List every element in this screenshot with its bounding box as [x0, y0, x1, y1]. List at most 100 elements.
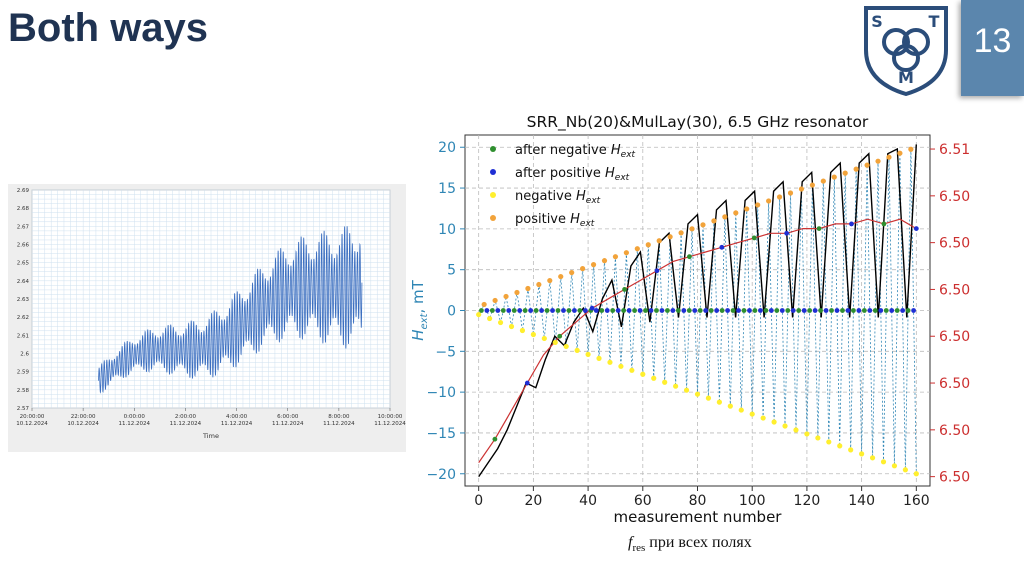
point-after-positive-zero: [747, 308, 752, 313]
point-negative: [848, 447, 854, 453]
point-negative: [815, 435, 821, 441]
point-after-positive-zero: [878, 308, 884, 313]
y-tick-label: 5: [447, 263, 456, 279]
point-positive: [580, 266, 586, 272]
point-after-negative-zero: [566, 308, 572, 313]
point-after-positive-zero: [681, 308, 687, 313]
point-after-positive-zero: [768, 308, 774, 313]
point-after-positive-zero: [736, 308, 741, 313]
point-after-negative-zero: [905, 308, 911, 313]
point-after-negative-zero: [851, 308, 856, 313]
x-tick-date: 11.12.2024: [323, 421, 355, 427]
point-fres-marker: [881, 221, 887, 227]
legend-marker-after-positive: [490, 169, 496, 175]
point-negative: [487, 315, 493, 322]
point-after-positive-zero: [506, 308, 512, 313]
y-tick-label: 2.61: [17, 333, 29, 339]
point-negative: [673, 383, 679, 389]
point-positive: [886, 154, 892, 160]
point-negative: [826, 439, 832, 445]
x-axis-label: Time: [202, 432, 219, 440]
point-after-negative-zero: [533, 308, 539, 313]
point-after-negative-zero: [599, 308, 605, 313]
point-after-positive-zero: [812, 308, 818, 313]
slide-title: Both ways: [8, 6, 209, 50]
x-tick-date: 11.12.2024: [374, 421, 406, 427]
point-negative: [552, 339, 558, 346]
point-positive: [503, 293, 509, 300]
point-negative: [629, 367, 635, 373]
point-after-positive-zero: [670, 308, 676, 313]
y-tick-label: 2.67: [17, 224, 30, 230]
y-axis-label: Hext, mT: [409, 279, 430, 340]
y-tick-label: −5: [435, 344, 456, 360]
point-after-positive-zero: [484, 308, 490, 313]
y-tick-label: 2.63: [17, 297, 30, 303]
point-positive: [547, 277, 553, 284]
x-tick-time: 0:00:00: [124, 414, 146, 420]
logo-letter-s: S: [871, 12, 883, 31]
y2-tick-label: 6.508: [939, 236, 970, 252]
x-tick-date: 11.12.2024: [119, 421, 151, 427]
x-tick-time: 22:00:00: [71, 414, 96, 420]
point-after-positive-zero: [714, 308, 720, 313]
point-negative: [585, 351, 591, 357]
point-negative: [651, 375, 657, 381]
point-after-negative-zero: [708, 308, 714, 313]
point-negative: [727, 403, 733, 409]
point-fres-marker: [849, 221, 854, 227]
point-positive: [787, 190, 794, 196]
point-positive: [525, 285, 531, 292]
point-after-positive-zero: [550, 308, 555, 313]
point-negative: [563, 343, 569, 350]
point-positive: [634, 246, 640, 252]
point-after-positive-zero: [604, 308, 610, 313]
legend-label-negative: negative Hext: [515, 189, 601, 206]
point-after-positive-zero: [659, 308, 665, 313]
point-after-positive-zero: [856, 308, 862, 313]
point-after-positive-zero: [823, 308, 829, 313]
point-fres-marker: [589, 305, 595, 311]
point-after-negative-zero: [654, 308, 659, 313]
point-positive: [514, 289, 520, 296]
point-after-negative-zero: [577, 308, 583, 313]
point-positive: [645, 242, 651, 248]
point-fres-marker: [719, 244, 725, 250]
y2-tick-label: 6.510: [939, 142, 970, 158]
point-after-positive-zero: [582, 308, 588, 313]
point-positive: [722, 214, 728, 220]
point-after-negative-zero: [479, 308, 484, 313]
point-after-positive-zero: [889, 308, 895, 313]
point-negative: [869, 455, 876, 461]
point-negative: [891, 463, 898, 469]
point-negative: [574, 347, 580, 353]
point-positive: [864, 162, 870, 168]
point-after-positive-zero: [593, 308, 599, 313]
point-negative: [519, 327, 526, 334]
point-fres-marker: [524, 380, 530, 386]
point-positive: [809, 182, 815, 188]
y-tick-label: 2.69: [17, 188, 30, 194]
caption-sub: res: [632, 542, 646, 555]
x-tick-label: 120: [794, 493, 821, 509]
point-negative: [880, 459, 887, 465]
y-tick-label: 2.59: [17, 370, 30, 376]
point-after-negative-zero: [840, 308, 845, 313]
point-fres-marker: [751, 235, 757, 241]
y-tick-label: 2.64: [17, 279, 30, 285]
legend-marker-negative: [490, 192, 496, 198]
point-positive: [569, 269, 575, 276]
y2-axis-label: fres, GHz: [968, 280, 970, 341]
point-after-negative-zero: [522, 308, 528, 313]
y-tick-label: 0: [447, 304, 456, 320]
point-after-negative-zero: [643, 308, 648, 313]
caption-text: при всех полях: [645, 534, 752, 551]
point-after-negative-zero: [675, 308, 681, 313]
point-negative: [716, 399, 722, 405]
point-positive: [623, 250, 629, 256]
y-tick-label: −20: [426, 467, 456, 483]
point-fres-marker: [913, 226, 919, 231]
point-after-negative-zero: [894, 308, 900, 313]
x-tick-time: 4:00:00: [226, 414, 248, 420]
point-fres-marker: [654, 268, 660, 274]
